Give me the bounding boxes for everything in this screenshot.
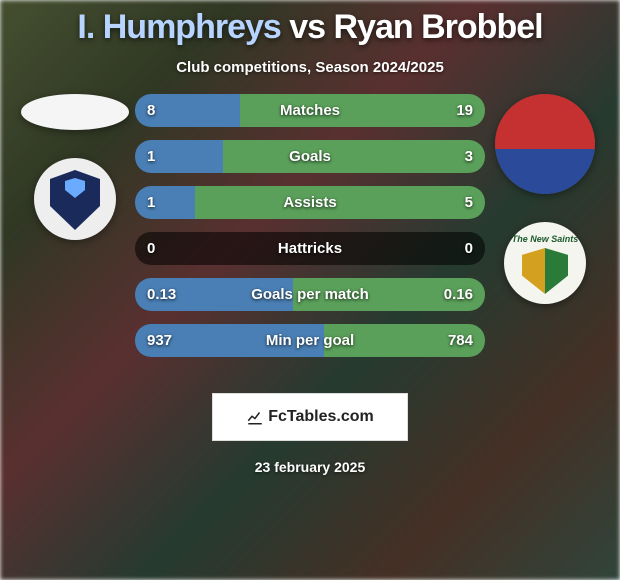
stat-value-right: 5 [465, 194, 473, 211]
vs-separator: vs [289, 8, 325, 46]
date-text: 23 february 2025 [255, 459, 366, 475]
stat-label: Min per goal [266, 332, 354, 349]
player1-name: I. Humphreys [77, 8, 280, 46]
stat-value-left: 0 [147, 240, 155, 257]
stat-row: 0.13 0.16 Goals per match [135, 278, 485, 311]
stat-label: Goals [289, 148, 331, 165]
player1-avatar [21, 94, 129, 130]
stat-row: 1 3 Goals [135, 140, 485, 173]
stat-bar-left [135, 186, 195, 219]
stats-container: 8 19 Matches 1 3 Goals 1 5 Assists 0 0 Hattricks 0.1… [135, 94, 485, 357]
main-row: 8 19 Matches 1 3 Goals 1 5 Assists 0 0 Hattricks 0.1… [0, 94, 620, 357]
stat-value-right: 784 [448, 332, 473, 349]
content-wrapper: I. Humphreys vs Ryan Brobbel Club compet… [0, 0, 620, 580]
stat-label: Assists [283, 194, 336, 211]
stat-value-right: 0 [465, 240, 473, 257]
stat-value-left: 1 [147, 148, 155, 165]
player2-name: Ryan Brobbel [334, 8, 543, 46]
stat-value-left: 8 [147, 102, 155, 119]
subtitle: Club competitions, Season 2024/2025 [176, 59, 444, 76]
stat-value-left: 937 [147, 332, 172, 349]
stat-row: 937 784 Min per goal [135, 324, 485, 357]
stat-bar-right [240, 94, 485, 127]
player1-club-crest [34, 158, 116, 240]
attribution-text: FcTables.com [268, 408, 374, 426]
stat-label: Matches [280, 102, 340, 119]
player2-club-crest: The New Saints [504, 222, 586, 304]
stat-value-right: 3 [465, 148, 473, 165]
left-side-column [15, 94, 135, 240]
player2-avatar [495, 94, 595, 194]
stat-value-left: 1 [147, 194, 155, 211]
stat-row: 8 19 Matches [135, 94, 485, 127]
stat-row: 0 0 Hattricks [135, 232, 485, 265]
stat-bar-right [195, 186, 486, 219]
stat-row: 1 5 Assists [135, 186, 485, 219]
attribution-box: FcTables.com [212, 393, 408, 441]
stat-value-left: 0.13 [147, 286, 176, 303]
comparison-title: I. Humphreys vs Ryan Brobbel [77, 8, 542, 47]
stat-bar-right [223, 140, 486, 173]
stat-label: Hattricks [278, 240, 342, 257]
stat-value-right: 0.16 [444, 286, 473, 303]
right-side-column: The New Saints [485, 94, 605, 304]
stat-value-right: 19 [456, 102, 473, 119]
stat-label: Goals per match [251, 286, 369, 303]
chart-icon [246, 408, 264, 426]
crest-right-text: The New Saints [512, 234, 579, 244]
